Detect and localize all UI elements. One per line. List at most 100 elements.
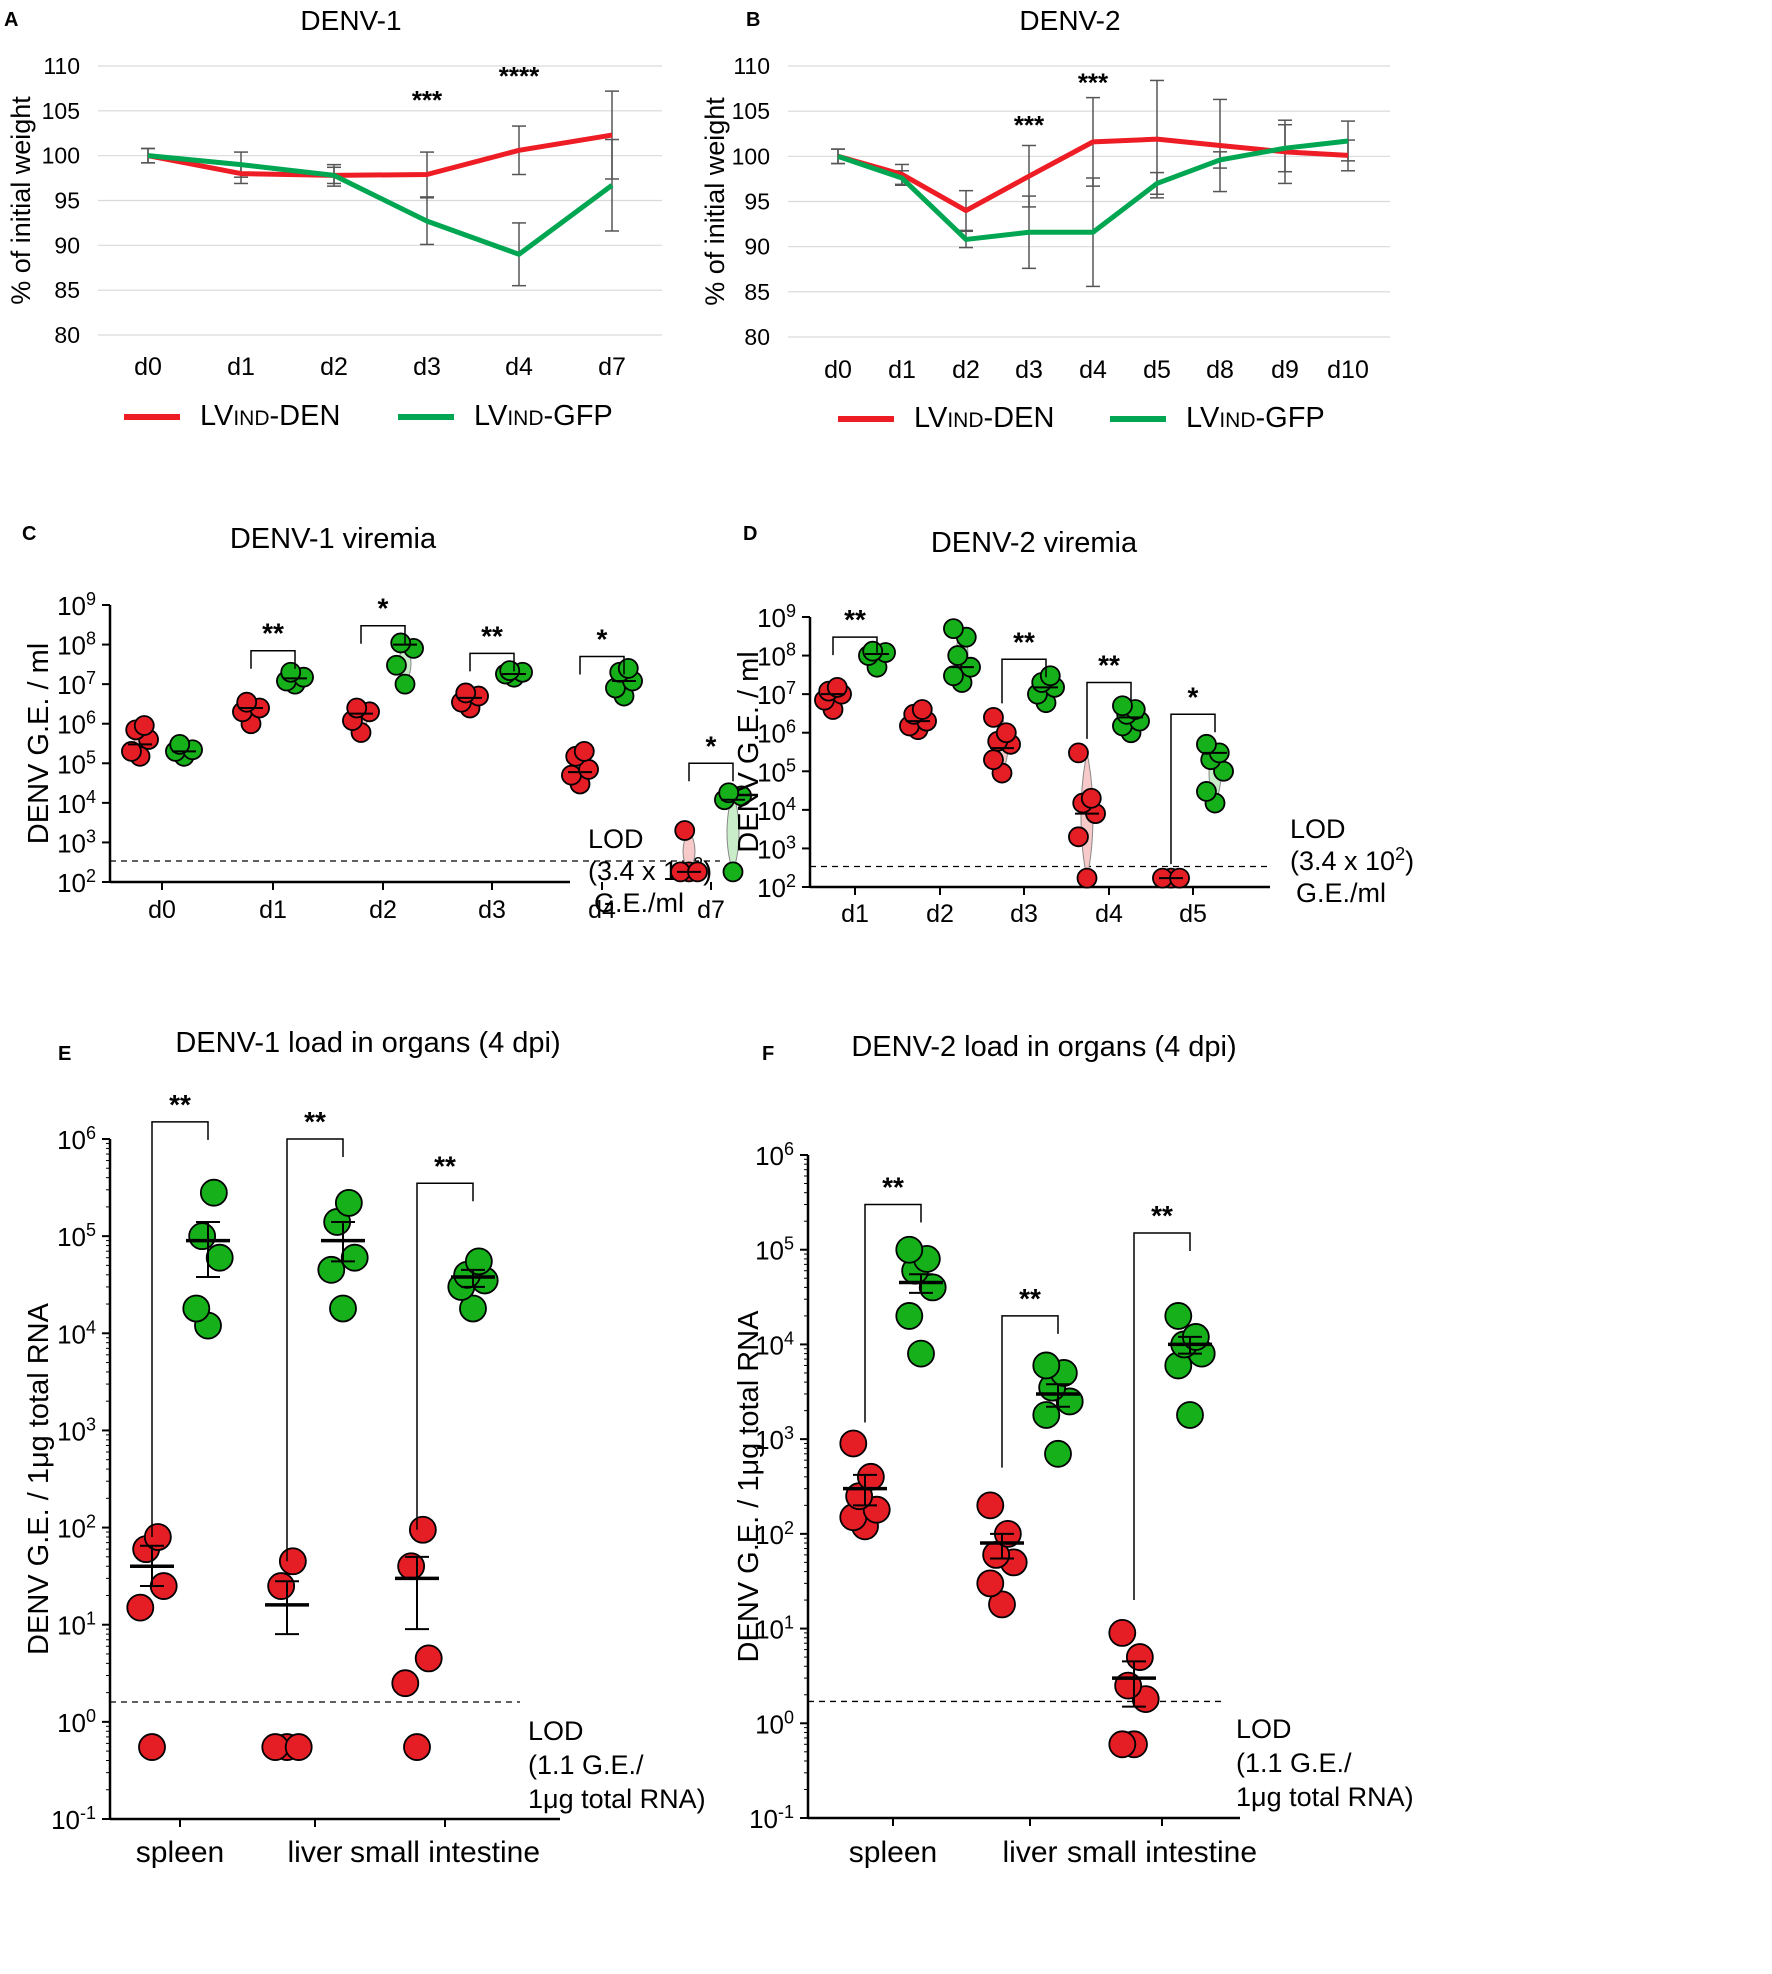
lod-label: LOD (588, 824, 644, 854)
panel-label: E (58, 1043, 71, 1065)
lod-unit: G.E./ml (1296, 878, 1386, 908)
data-point-den (391, 1669, 420, 1698)
data-point-den (1125, 1643, 1154, 1671)
data-point-gfp (182, 1294, 211, 1323)
data-point-den (1080, 787, 1102, 809)
x-tick-label: liver (287, 1836, 342, 1869)
data-point-den (455, 682, 477, 704)
significance-bracket (151, 1121, 209, 1537)
y-tick-label: 106 (57, 1123, 96, 1155)
x-tick-label: spleen (849, 1836, 937, 1869)
significance-bracket (360, 624, 406, 644)
data-point-den (1108, 1619, 1137, 1647)
data-point-gfp (334, 1188, 363, 1217)
series-line-gfp (837, 138, 1349, 242)
x-tick-label: d1 (888, 356, 916, 384)
y-tick-label: 103 (755, 1423, 794, 1455)
significance-bracket (1086, 681, 1132, 739)
data-point-gfp (943, 665, 964, 687)
data-point-den (138, 1733, 166, 1761)
y-tick-label: 10-1 (749, 1802, 794, 1834)
lod-unit: G.E./ml (594, 888, 684, 918)
data-point-gfp (1044, 1439, 1072, 1468)
x-tick-label: d3 (413, 353, 441, 381)
data-point-gfp (459, 1294, 487, 1323)
x-tick-label: d4 (505, 353, 533, 381)
panel-label: C (22, 523, 36, 545)
significance-stars: *** (412, 85, 443, 115)
significance-stars: ** (1098, 650, 1120, 681)
series-line-den (147, 132, 613, 178)
significance-bracket (1133, 1232, 1191, 1601)
lod-value: (1.1 G.E./ (1236, 1748, 1352, 1778)
lod-label: LOD (1290, 814, 1346, 844)
significance-bracket (1001, 658, 1047, 704)
y-tick-label: 100 (42, 143, 80, 169)
significance-stars: ** (1151, 1200, 1173, 1231)
y-tick-label: 107 (57, 668, 96, 700)
y-tick-label: 107 (757, 678, 796, 710)
significance-bracket (1170, 713, 1216, 865)
x-tick-label: d4 (1079, 356, 1107, 384)
legend-label-den: LVIND-DEN (200, 400, 340, 432)
y-tick-label: 85 (744, 279, 770, 305)
x-tick-label: small intestine (350, 1836, 540, 1869)
panel-label: F (762, 1043, 774, 1065)
x-tick-label: d4 (1095, 900, 1123, 928)
significance-stars: ** (481, 620, 503, 651)
panel-label: D (743, 523, 757, 545)
series-line-gfp (147, 153, 614, 257)
significance-stars: ** (1013, 626, 1035, 657)
data-point-gfp (499, 660, 521, 681)
y-tick-label: 106 (755, 1139, 794, 1171)
y-tick-label: 95 (744, 189, 770, 215)
data-point-den (911, 699, 933, 720)
data-point-den (674, 820, 696, 841)
y-tick-label: 102 (57, 1512, 96, 1544)
y-tick-label: 104 (757, 794, 796, 826)
significance-stars: *** (1078, 67, 1109, 97)
significance-stars: ** (844, 604, 866, 635)
chart-title: DENV-1 load in organs (4 dpi) (175, 1027, 560, 1059)
data-point-den (976, 1569, 1005, 1598)
significance-stars: *** (1014, 110, 1045, 140)
y-axis-label: DENV G.E. / ml (733, 651, 765, 852)
legend-label-gfp: LVIND-GFP (1186, 402, 1325, 434)
lod-label: LOD (528, 1716, 584, 1746)
x-tick-label: d7 (697, 896, 725, 924)
data-point-den (826, 676, 848, 698)
data-point-den (1068, 826, 1089, 848)
y-tick-label: 108 (757, 640, 796, 672)
y-tick-label: 105 (42, 98, 80, 124)
y-axis-label: % of initial weight (6, 96, 36, 305)
panel-a: A DENV-1 80 85 90 95 100 105 110 % of initial wei… (4, 5, 662, 432)
y-tick-label: 85 (54, 277, 80, 303)
y-tick-label: 90 (744, 234, 770, 260)
x-tick-label: d0 (148, 896, 176, 924)
x-tick-label: d5 (1143, 356, 1171, 384)
x-tick-label: liver (1002, 1836, 1057, 1869)
data-point-gfp (1176, 1401, 1204, 1429)
x-tick-label: d4 (588, 896, 616, 924)
data-point-den (995, 722, 1017, 744)
significance-stars: * (378, 593, 389, 624)
data-point-gfp (329, 1294, 357, 1323)
data-point-den (1076, 867, 1098, 889)
data-point-den (267, 1572, 296, 1600)
chart-title: DENV-2 (1019, 5, 1120, 36)
y-tick-label: 95 (54, 188, 80, 214)
data-point-den (278, 1547, 307, 1576)
y-tick-label: 80 (744, 324, 770, 350)
significance-bracket (416, 1182, 474, 1530)
lod-label: LOD (1236, 1714, 1292, 1744)
legend-label-gfp: LVIND-GFP (474, 400, 613, 432)
x-tick-label: spleen (136, 1836, 224, 1869)
significance-stars: ** (262, 618, 284, 649)
data-point-den (236, 691, 258, 713)
lod-value: (3.4 x 102) (1290, 844, 1414, 876)
x-tick-label: d2 (369, 896, 397, 924)
y-tick-label: 105 (57, 747, 96, 779)
data-point-den (1108, 1730, 1137, 1759)
x-tick-label: d1 (841, 900, 869, 928)
